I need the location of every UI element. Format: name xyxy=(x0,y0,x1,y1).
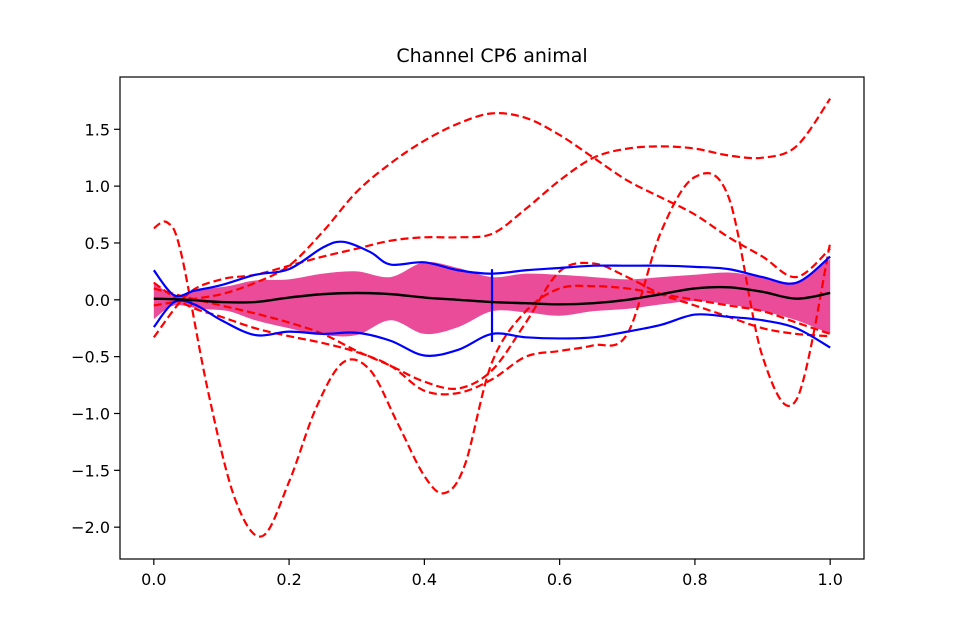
y-tick-label: 1.0 xyxy=(85,177,110,196)
chart-title: Channel CP6 animal xyxy=(396,45,587,67)
y-tick-label: 0.0 xyxy=(85,291,110,310)
y-tick-label: 0.5 xyxy=(85,234,110,253)
series-line-outlier-3 xyxy=(153,112,831,307)
plot-frame xyxy=(119,76,865,560)
series-line-median xyxy=(153,285,831,306)
y-tick-label: −1.0 xyxy=(71,404,110,423)
x-tick-label: 0.6 xyxy=(547,570,572,589)
y-tick-label: −0.5 xyxy=(71,348,110,367)
series-line-outer-lower xyxy=(152,299,831,357)
y-tick-label: −2.0 xyxy=(71,518,110,537)
plot-layer xyxy=(152,97,832,538)
x-tick-label: 0.2 xyxy=(276,570,301,589)
x-tick-label: 0.8 xyxy=(682,570,707,589)
series-line-outer-upper xyxy=(152,240,831,298)
series-line-outlier-1 xyxy=(153,220,831,538)
x-tick-label: 0.0 xyxy=(141,570,166,589)
x-tick-label: 1.0 xyxy=(817,570,842,589)
plot-area xyxy=(152,97,832,538)
x-tick-label: 0.4 xyxy=(412,570,437,589)
y-tick-label: −1.5 xyxy=(71,461,110,480)
axis-layer: 0.0 0.2 0.4 0.6 0.8 1.0 1.5 1.0 0.5 0.0 −0.5 −1.0 −1… xyxy=(71,120,843,589)
y-tick-label: 1.5 xyxy=(85,120,110,139)
series-line-outlier-5 xyxy=(153,261,831,390)
